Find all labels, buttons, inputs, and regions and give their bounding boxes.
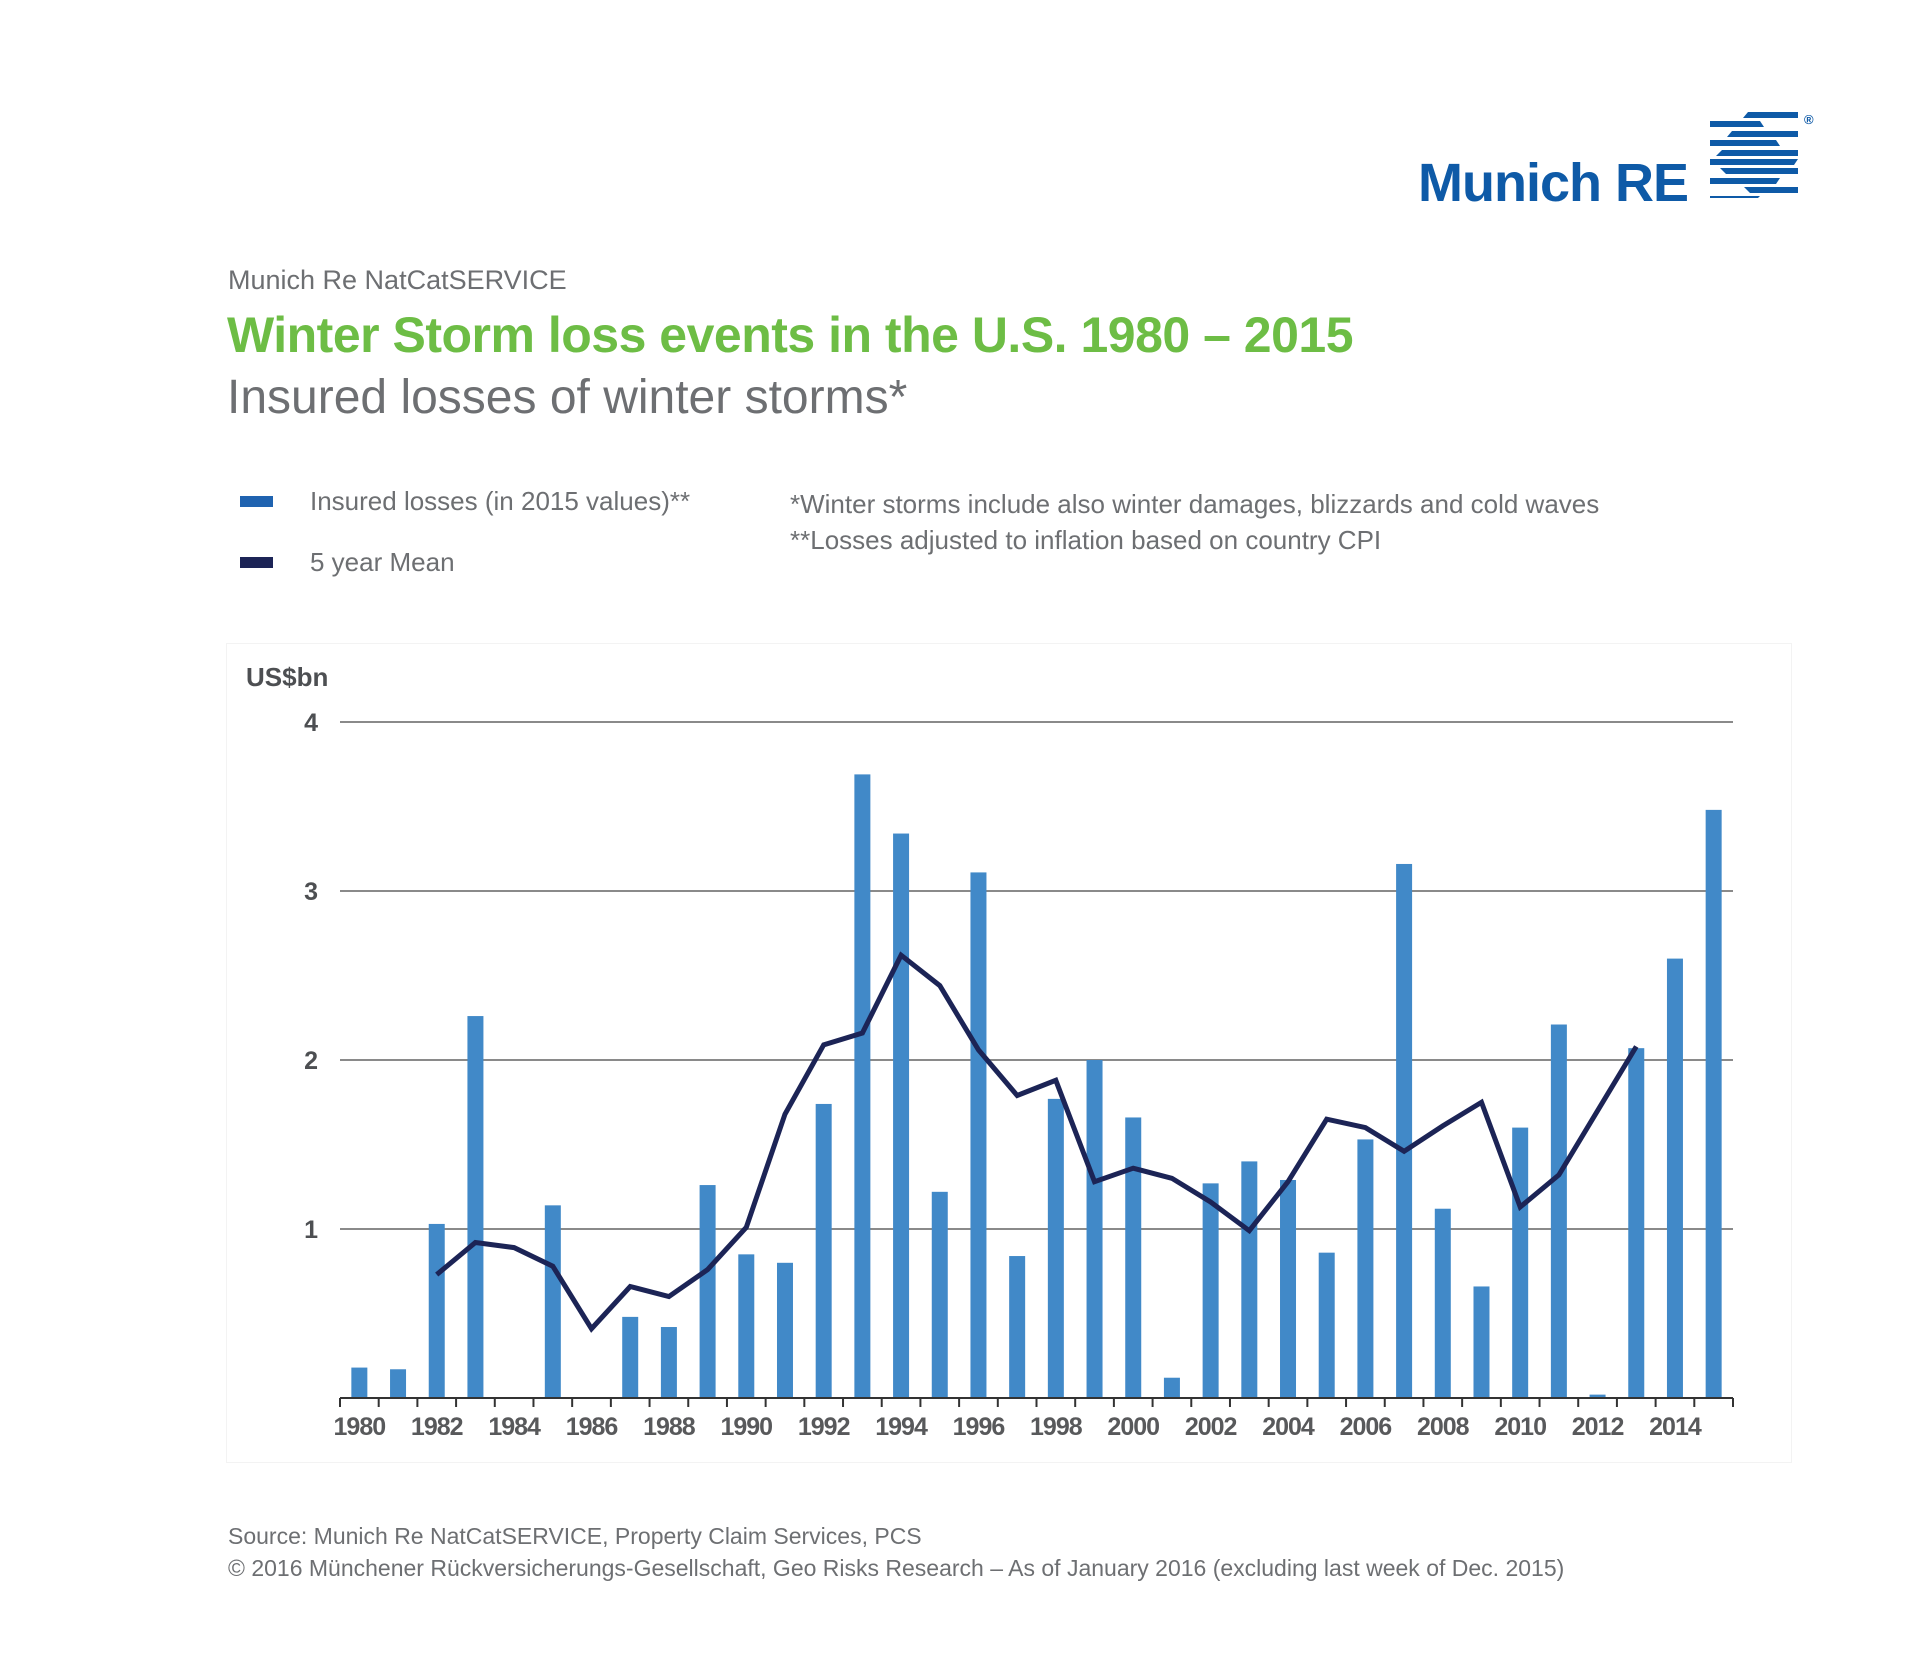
bar-1992: [815, 1103, 832, 1398]
bar-2004: [1280, 1179, 1297, 1398]
footnote-winter-storms: *Winter storms include also winter damag…: [790, 489, 1600, 519]
page-title: Winter Storm loss events in the U.S. 198…: [227, 307, 1354, 363]
bar-2008: [1434, 1208, 1451, 1398]
bar-1999: [1086, 1060, 1103, 1398]
bar-2014: [1666, 958, 1683, 1398]
x-tick-label: 1994: [875, 1413, 928, 1441]
x-tick-label: 2004: [1262, 1413, 1315, 1441]
y-tick-label: 1: [304, 1216, 318, 1244]
footnote-inflation: **Losses adjusted to inflation based on …: [790, 525, 1382, 555]
bar-1980: [351, 1367, 368, 1398]
kicker: Munich Re NatCatSERVICE: [228, 265, 567, 295]
x-tick-label: 1980: [334, 1413, 386, 1441]
bar-1985: [544, 1205, 561, 1398]
chart-panel: [226, 643, 1792, 1463]
y-tick-label: 2: [304, 1047, 318, 1075]
x-tick-label: 2002: [1185, 1413, 1237, 1441]
y-axis-unit-label: US$bn: [246, 662, 329, 692]
x-tick-label: 1982: [411, 1413, 463, 1441]
x-tick-label: 1992: [798, 1413, 850, 1441]
bar-2000: [1125, 1117, 1142, 1398]
y-tick-label: 4: [304, 709, 318, 737]
munich-re-logo: Munich RE ®: [1418, 112, 1814, 214]
bar-2003: [1241, 1161, 1258, 1398]
bar-2001: [1163, 1377, 1180, 1398]
bar-1994: [893, 833, 910, 1398]
bar-1990: [738, 1254, 755, 1398]
page-subtitle: Insured losses of winter storms*: [227, 371, 908, 424]
bar-2002: [1202, 1183, 1219, 1398]
bar-2005: [1318, 1252, 1335, 1398]
bar-1998: [1047, 1098, 1064, 1398]
bar-1988: [660, 1327, 677, 1398]
x-tick-label: 1996: [953, 1413, 1005, 1441]
footnotes: *Winter storms include also winter damag…: [790, 486, 1599, 558]
bar-1997: [1009, 1256, 1026, 1398]
x-tick-label: 2008: [1417, 1413, 1470, 1441]
copyright-text: © 2016 Münchener Rückversicherungs-Gesel…: [228, 1555, 1565, 1581]
x-tick-label: 1984: [488, 1413, 541, 1441]
bar-2012: [1589, 1394, 1606, 1398]
legend-swatch-line: [240, 557, 273, 568]
x-tick-label: 1990: [720, 1413, 772, 1441]
x-tick-label: 1986: [566, 1413, 618, 1441]
legend-item-insured-losses: Insured losses (in 2015 values)**: [240, 486, 690, 517]
legend-swatch-bar: [240, 496, 273, 507]
x-tick-label: 2000: [1107, 1413, 1159, 1441]
bar-2010: [1512, 1127, 1529, 1398]
bar-1982: [428, 1223, 445, 1398]
bar-1995: [931, 1191, 948, 1398]
x-tick-label: 2006: [1340, 1413, 1392, 1441]
logo-stripes-icon: [1710, 112, 1798, 198]
mean-line: [435, 951, 1639, 1333]
source-text: Source: Munich Re NatCatSERVICE, Propert…: [228, 1523, 922, 1549]
x-tick-label: 1998: [1030, 1413, 1083, 1441]
footer: Source: Munich Re NatCatSERVICE, Propert…: [228, 1520, 1564, 1584]
bar-1989: [699, 1185, 716, 1398]
bar-1996: [970, 872, 987, 1398]
bar-2009: [1473, 1286, 1490, 1398]
bar-1981: [390, 1369, 407, 1398]
bar-1987: [622, 1316, 639, 1398]
legend-label: Insured losses (in 2015 values)**: [310, 486, 691, 516]
bar-2011: [1550, 1024, 1567, 1398]
bar-1983: [467, 1016, 484, 1398]
bar-2013: [1628, 1048, 1645, 1398]
bar-2006: [1357, 1139, 1374, 1398]
bar-2015: [1705, 809, 1722, 1398]
bar-2007: [1396, 863, 1413, 1398]
logo-text: Munich RE: [1418, 153, 1689, 213]
legend-label: 5 year Mean: [310, 547, 455, 577]
registered-mark: ®: [1804, 112, 1814, 127]
bar-1991: [776, 1262, 793, 1398]
y-tick-label: 3: [304, 878, 318, 906]
x-tick-label: 2010: [1494, 1413, 1546, 1441]
bar-1993: [854, 774, 871, 1398]
x-tick-label: 2014: [1649, 1413, 1702, 1441]
x-tick-label: 2012: [1572, 1413, 1624, 1441]
x-tick-label: 1988: [643, 1413, 696, 1441]
legend-item-5-year-mean: 5 year Mean: [240, 547, 455, 578]
